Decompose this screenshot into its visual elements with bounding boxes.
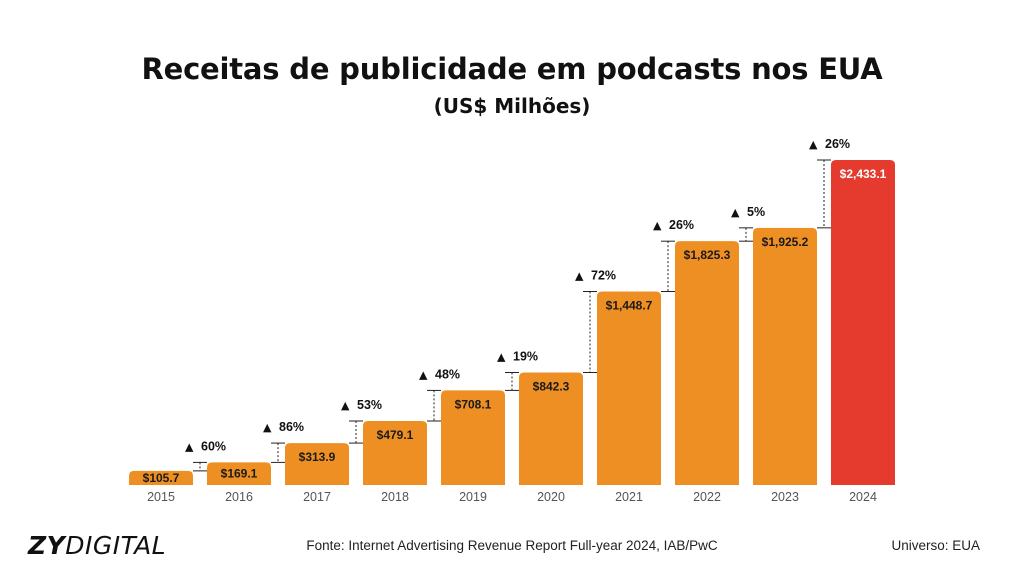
growth-label: 26% (669, 218, 694, 232)
growth-label: 5% (747, 205, 765, 219)
bar-2017 (285, 443, 349, 485)
bar-value-label: $2,433.1 (840, 167, 887, 181)
bar-2020 (519, 372, 583, 485)
growth-arrow-icon: ▲ (575, 269, 584, 282)
bar-2016 (207, 462, 271, 485)
growth-arrow-icon: ▲ (497, 350, 506, 363)
zydigital-logo: ZYDIGITAL (28, 531, 166, 560)
growth-label: 19% (513, 349, 538, 363)
logo-bold-text: ZY (28, 531, 66, 560)
growth-arrow-icon: ▲ (809, 138, 818, 151)
logo-light-text: DIGITAL (65, 531, 167, 560)
growth-label: 60% (201, 439, 226, 453)
x-tick-label: 2015 (147, 490, 175, 504)
growth-arrow-icon: ▲ (263, 421, 272, 434)
bar-value-label: $105.7 (143, 471, 180, 485)
growth-label: 53% (357, 398, 382, 412)
x-tick-label: 2020 (537, 490, 565, 504)
x-tick-label: 2023 (771, 490, 799, 504)
growth-arrow-icon: ▲ (653, 219, 662, 232)
bar-value-label: $708.1 (455, 397, 492, 411)
bar-value-label: $313.9 (299, 450, 336, 464)
bar-value-label: $1,925.2 (762, 235, 809, 249)
x-tick-label: 2021 (615, 490, 643, 504)
x-tick-label: 2016 (225, 490, 253, 504)
bar-value-label: $1,825.3 (684, 248, 731, 262)
growth-arrow-icon: ▲ (341, 399, 350, 412)
bar-2019 (441, 390, 505, 485)
growth-label: 72% (591, 268, 616, 282)
bar-2023 (753, 227, 817, 485)
bar-2021 (597, 291, 661, 485)
x-tick-label: 2024 (849, 490, 877, 504)
chart-title: Receitas de publicidade em podcasts nos … (141, 52, 883, 86)
growth-label: 48% (435, 367, 460, 381)
bar-value-label: $1,448.7 (606, 298, 653, 312)
chart-subtitle: (US$ Milhões) (433, 94, 591, 118)
bar-value-label: $479.1 (377, 428, 414, 442)
growth-label: 26% (825, 137, 850, 151)
bar-2022 (675, 241, 739, 485)
bar-value-label: $169.1 (221, 467, 258, 481)
growth-arrow-icon: ▲ (419, 368, 428, 381)
x-tick-label: 2022 (693, 490, 721, 504)
source-note: Fonte: Internet Advertising Revenue Repo… (306, 538, 718, 553)
x-tick-label: 2018 (381, 490, 409, 504)
universe-note: Universo: EUA (891, 538, 980, 553)
bar-2018 (363, 421, 427, 485)
bar-2015 (129, 470, 193, 485)
x-tick-label: 2019 (459, 490, 487, 504)
growth-label: 86% (279, 420, 304, 434)
growth-arrow-icon: ▲ (731, 206, 740, 219)
x-tick-label: 2017 (303, 490, 331, 504)
growth-arrow-icon: ▲ (185, 440, 194, 453)
bar-value-label: $842.3 (533, 379, 570, 393)
bar-2024 (831, 160, 895, 485)
